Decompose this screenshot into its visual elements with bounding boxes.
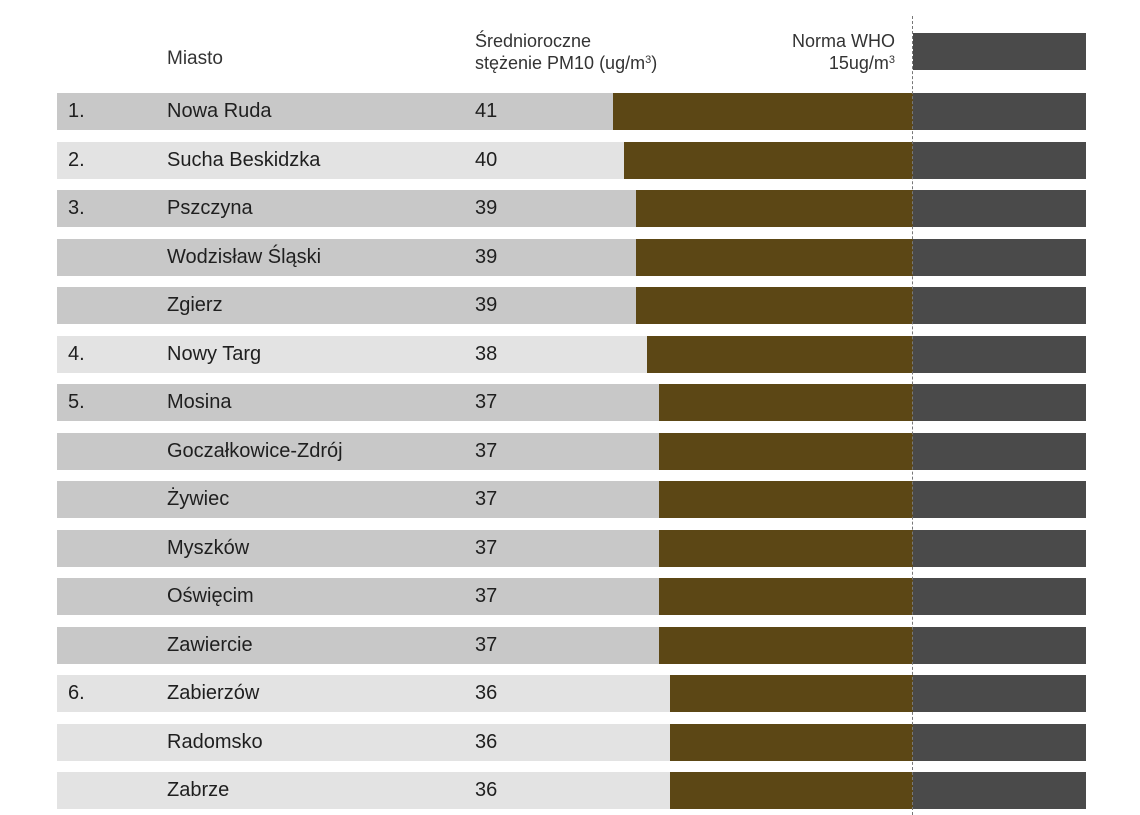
row-city: Goczałkowice-Zdrój: [167, 440, 343, 462]
row-city: Żywiec: [167, 488, 230, 510]
row-rank: 1.: [68, 100, 85, 122]
row-city: Pszczyna: [167, 197, 253, 219]
header-who-line2: 15ug/m3: [792, 52, 895, 74]
exceed-bar: [636, 239, 913, 276]
row-city: Nowy Targ: [167, 343, 262, 365]
row-rank: 4.: [68, 343, 85, 365]
row-city: Radomsko: [167, 731, 263, 753]
exceed-bar: [670, 772, 913, 809]
row-value: 37: [475, 391, 498, 413]
row-city: Zabierzów: [167, 682, 260, 704]
exceed-bar: [659, 481, 913, 518]
row-rank: 3.: [68, 197, 85, 219]
who-norm-line: [912, 16, 913, 815]
norm-bar: [913, 772, 1086, 809]
row-value: 39: [475, 197, 498, 219]
norm-bar: [913, 578, 1086, 615]
row-value: 37: [475, 585, 498, 607]
exceed-bar: [659, 433, 913, 470]
norm-bar: [913, 481, 1086, 518]
norm-bar: [913, 93, 1086, 130]
header-value-line2: stężenie PM10 (ug/m3): [475, 52, 657, 74]
row-value: 37: [475, 634, 498, 656]
row-city: Zawiercie: [167, 634, 253, 656]
norm-bar: [913, 675, 1086, 712]
header-value-sup: 3: [645, 54, 652, 66]
header-value: Średnioroczne stężenie PM10 (ug/m3): [475, 30, 657, 74]
norm-bar: [913, 142, 1086, 179]
exceed-bar: [636, 287, 913, 324]
norm-bar: [913, 384, 1086, 421]
exceed-bar: [624, 142, 913, 179]
exceed-bar: [647, 336, 913, 373]
row-value: 36: [475, 779, 498, 801]
exceed-bar: [613, 93, 913, 130]
header-city: Miasto: [167, 48, 223, 69]
header-who-text: 15ug/m: [828, 53, 889, 73]
row-rank: 2.: [68, 149, 85, 171]
row-value: 37: [475, 488, 498, 510]
row-value: 36: [475, 682, 498, 704]
exceed-bar: [670, 724, 913, 761]
row-value: 37: [475, 440, 498, 462]
header-who: Norma WHO 15ug/m3: [792, 30, 895, 74]
norm-bar: [913, 239, 1086, 276]
header-who-line1: Norma WHO: [792, 31, 895, 51]
norm-bar: [913, 433, 1086, 470]
row-value: 39: [475, 294, 498, 316]
row-city: Zgierz: [167, 294, 223, 316]
header-who-sup: 3: [888, 54, 895, 66]
row-value: 39: [475, 246, 498, 268]
row-value: 40: [475, 149, 498, 171]
norm-bar: [913, 336, 1086, 373]
norm-bar: [913, 190, 1086, 227]
row-city: Mosina: [167, 391, 232, 413]
row-rank: 6.: [68, 682, 85, 704]
header-who-bar: [913, 33, 1086, 70]
row-value: 38: [475, 343, 498, 365]
exceed-bar: [659, 384, 913, 421]
exceed-bar: [659, 530, 913, 567]
header-value-suffix: ): [651, 53, 658, 73]
exceed-bar: [636, 190, 913, 227]
row-city: Nowa Ruda: [167, 100, 272, 122]
exceed-bar: [659, 578, 913, 615]
row-city: Sucha Beskidzka: [167, 149, 321, 171]
row-rank: 5.: [68, 391, 85, 413]
row-value: 41: [475, 100, 498, 122]
row-value: 37: [475, 537, 498, 559]
row-value: 36: [475, 731, 498, 753]
norm-bar: [913, 724, 1086, 761]
header-value-text: stężenie PM10 (ug/m: [475, 53, 646, 73]
row-city: Wodzisław Śląski: [167, 246, 322, 268]
exceed-bar: [659, 627, 913, 664]
norm-bar: [913, 287, 1086, 324]
row-city: Oświęcim: [167, 585, 254, 607]
norm-bar: [913, 530, 1086, 567]
row-city: Zabrze: [167, 779, 230, 801]
norm-bar: [913, 627, 1086, 664]
header-value-line1: Średnioroczne: [475, 31, 592, 51]
row-city: Myszków: [167, 537, 250, 559]
exceed-bar: [670, 675, 913, 712]
